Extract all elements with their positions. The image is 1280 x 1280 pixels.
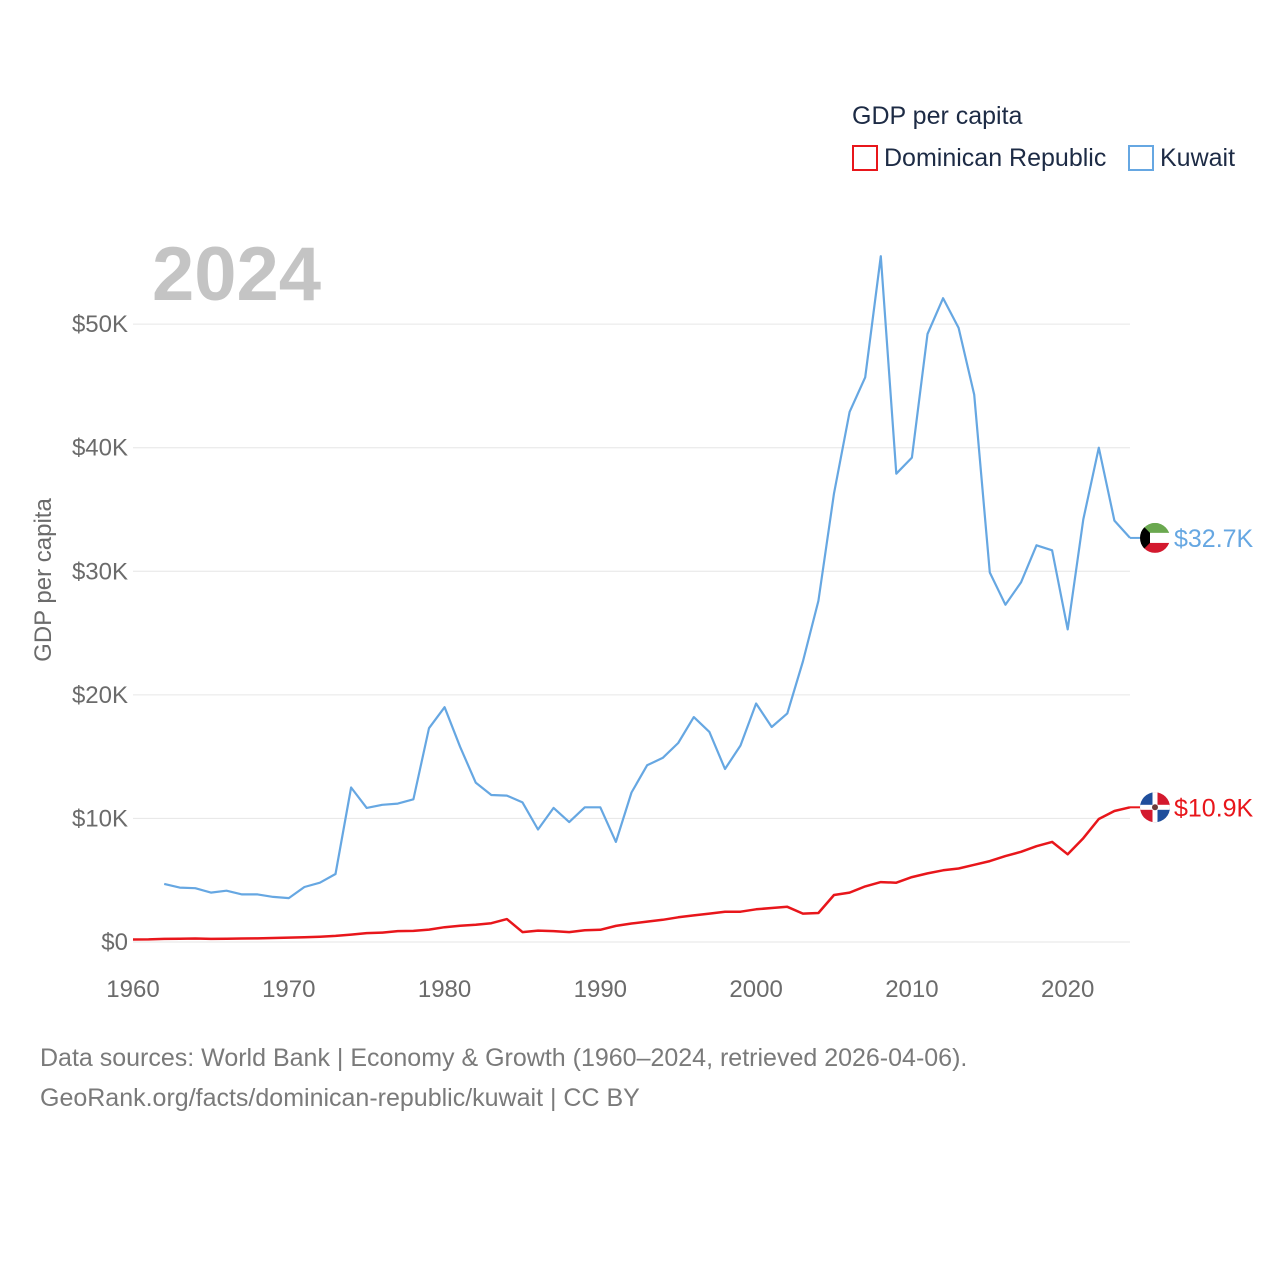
y-tick-label: $30K [72, 558, 128, 585]
end-value-label-kuwait: $32.7K [1174, 525, 1254, 553]
legend-swatch-dominican-republic [852, 145, 878, 171]
kuwait-flag-icon [1140, 522, 1170, 553]
series-line-dominican-republic[interactable] [132, 806, 1131, 941]
y-tick-label: $40K [72, 435, 128, 462]
footer-sources: Data sources: World Bank | Economy & Gro… [40, 1044, 968, 1072]
legend-label-dominican-republic: Dominican Republic [884, 144, 1106, 172]
gridlines [133, 323, 1130, 943]
x-tick-label: 2020 [1041, 976, 1094, 1003]
x-tick-label: 1990 [574, 976, 627, 1003]
x-tick-label: 2010 [885, 976, 938, 1003]
year-watermark: 2024 [152, 232, 321, 317]
x-axis-ticks: 1960 1970 1980 1990 2000 2010 2020 [106, 976, 1094, 1003]
x-tick-label: 2000 [729, 976, 782, 1003]
dominican-republic-flag-icon [1140, 792, 1170, 823]
x-tick-label: 1970 [262, 976, 315, 1003]
y-tick-label: $0 [101, 929, 128, 956]
y-tick-label: $10K [72, 805, 128, 832]
series-line-kuwait[interactable] [163, 255, 1131, 900]
y-tick-label: $20K [72, 682, 128, 709]
y-axis-ticks: $0 $10K $20K $30K $40K $50K [72, 311, 128, 956]
legend-title: GDP per capita [852, 102, 1023, 130]
series-endpoints: $10.9K $32.7K [1130, 522, 1254, 823]
legend-item-dominican-republic[interactable]: Dominican Republic [852, 144, 1106, 172]
legend-swatch-kuwait [1128, 145, 1154, 171]
legend: GDP per capita Dominican Republic Kuwait [852, 102, 1235, 172]
series-lines [132, 255, 1131, 941]
y-tick-label: $50K [72, 311, 128, 338]
footer-link[interactable]: GeoRank.org/facts/dominican-republic/kuw… [40, 1084, 640, 1112]
legend-item-kuwait[interactable]: Kuwait [1128, 144, 1235, 172]
end-value-label-dominican-republic: $10.9K [1174, 794, 1254, 822]
legend-label-kuwait: Kuwait [1160, 144, 1235, 172]
x-tick-label: 1980 [418, 976, 471, 1003]
y-axis-label: GDP per capita [30, 498, 57, 662]
x-tick-label: 1960 [106, 976, 159, 1003]
